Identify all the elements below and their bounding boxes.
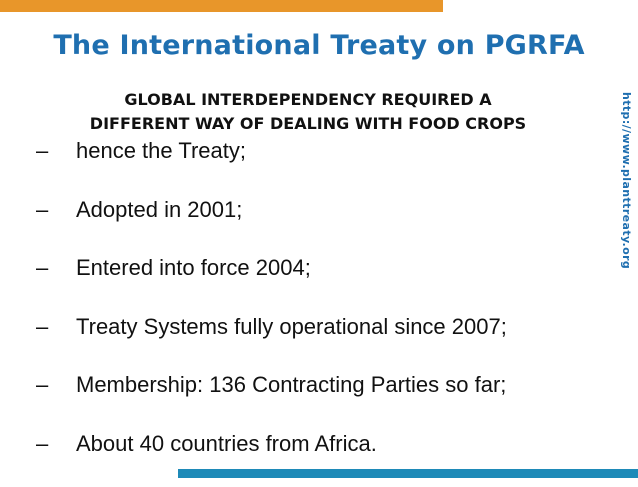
dash-marker: – xyxy=(36,313,49,339)
bullet-text: Entered into force 2004; xyxy=(76,255,311,280)
dash-marker: – xyxy=(36,255,49,280)
bullet-text: hence the Treaty; xyxy=(76,138,246,163)
bullet-text: About 40 countries from Africa. xyxy=(76,430,377,456)
bullet-text: Adopted in 2001; xyxy=(76,196,243,222)
dash-marker: – xyxy=(36,430,49,456)
top-accent-bar xyxy=(0,0,443,12)
slide-subtitle: GLOBAL INTERDEPENDENCY REQUIRED A DIFFER… xyxy=(28,88,588,136)
subtitle-line-2: DIFFERENT WAY OF DEALING WITH FOOD CROPS xyxy=(89,114,527,133)
side-url-link[interactable]: http://www.planttreaty.org xyxy=(620,92,633,270)
dash-marker: – xyxy=(36,138,49,163)
bullet-text: Treaty Systems fully operational since 2… xyxy=(76,313,507,339)
bottom-accent-bar xyxy=(178,469,638,478)
slide-title: The International Treaty on PGRFA xyxy=(53,30,585,61)
bullet-text: Membership: 136 Contracting Parties so f… xyxy=(76,372,507,397)
dash-marker: – xyxy=(36,196,49,222)
dash-marker: – xyxy=(36,372,49,397)
subtitle-line-1: GLOBAL INTERDEPENDENCY REQUIRED A xyxy=(124,90,492,109)
